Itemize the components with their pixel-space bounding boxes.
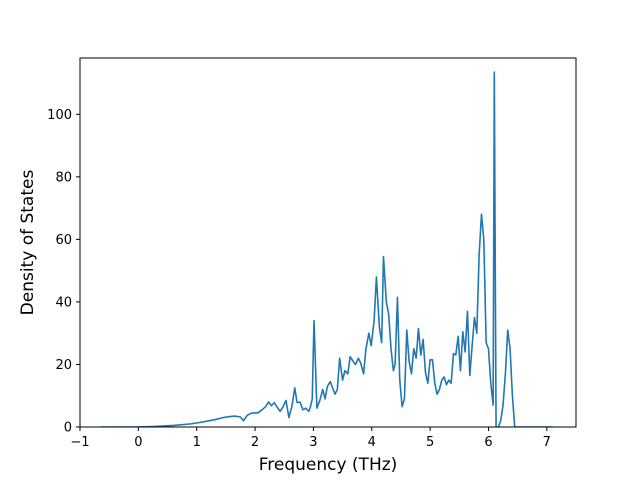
- plot-frame: [79, 57, 577, 428]
- y-tick-label: 0: [64, 421, 72, 436]
- y-tick-label: 20: [55, 358, 72, 373]
- y-tick-label: 60: [55, 233, 72, 248]
- x-tick-label: 1: [193, 435, 201, 450]
- x-axis-label: Frequency (THz): [259, 455, 398, 475]
- series-line-0: [100, 71, 553, 427]
- y-tick-label: 100: [47, 108, 72, 123]
- x-tick-label: 3: [309, 435, 317, 450]
- x-tick-label: −1: [70, 435, 89, 450]
- x-tick-label: 0: [134, 435, 142, 450]
- y-tick-label: 40: [55, 295, 72, 310]
- x-tick-label: 4: [368, 435, 376, 450]
- y-tick-label: 80: [55, 170, 72, 185]
- x-tick-label: 7: [543, 435, 551, 450]
- plot-area: [100, 71, 553, 427]
- x-tick-label: 5: [426, 435, 434, 450]
- y-axis-label: Density of States: [18, 170, 38, 316]
- x-tick-label: 2: [251, 435, 259, 450]
- x-tick-label: 6: [484, 435, 492, 450]
